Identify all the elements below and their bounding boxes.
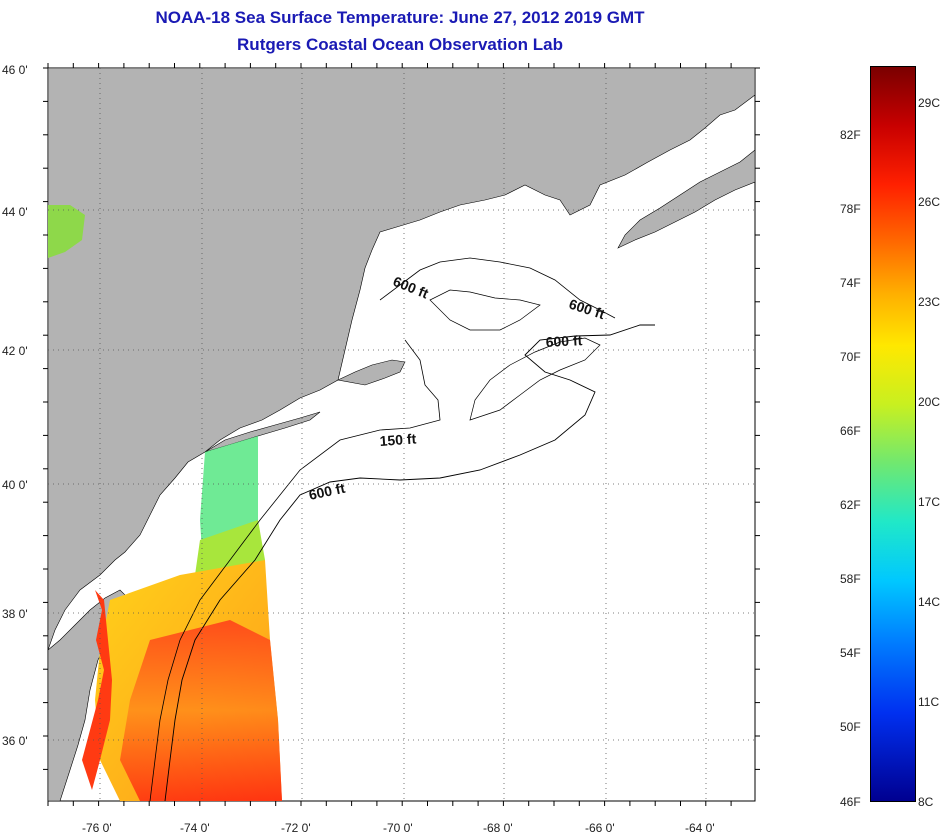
lon-label: -68 0' bbox=[483, 821, 513, 835]
lat-label: 46 0' bbox=[2, 63, 28, 77]
land-mass bbox=[48, 68, 755, 651]
lon-label: -70 0' bbox=[383, 821, 413, 835]
lon-label: -66 0' bbox=[585, 821, 615, 835]
colorbar-c-label: 14C bbox=[918, 595, 941, 609]
temperature-colorbar bbox=[870, 66, 916, 802]
lon-label: -72 0' bbox=[281, 821, 311, 835]
colorbar-f-label: 74F bbox=[840, 276, 861, 290]
colorbar-c-label: 26C bbox=[918, 195, 941, 209]
colorbar-f-label: 66F bbox=[840, 424, 861, 438]
colorbar-c-label: 17C bbox=[918, 495, 941, 509]
colorbar-f-label: 46F bbox=[840, 795, 861, 809]
colorbar-f-label: 50F bbox=[840, 720, 861, 734]
contour-label: 600 ft bbox=[307, 480, 346, 503]
map-title: NOAA-18 Sea Surface Temperature: June 27… bbox=[155, 8, 645, 27]
lon-labels: -76 0' -74 0' -72 0' -70 0' -68 0' -66 0… bbox=[82, 821, 715, 835]
colorbar-f-label: 78F bbox=[840, 202, 861, 216]
colorbar-f-label: 54F bbox=[840, 646, 861, 660]
lon-label: -74 0' bbox=[180, 821, 210, 835]
grid-lines bbox=[48, 68, 755, 801]
colorbar-f-label: 70F bbox=[840, 350, 861, 364]
sst-patch-lake bbox=[48, 205, 85, 258]
lon-label: -76 0' bbox=[82, 821, 112, 835]
sst-hot-region bbox=[120, 620, 282, 801]
colorbar-f-label: 58F bbox=[840, 572, 861, 586]
colorbar-f-label: 62F bbox=[840, 498, 861, 512]
colorbar-c-label: 8C bbox=[918, 795, 934, 809]
contour-gulf-inner bbox=[429, 289, 541, 331]
colorbar-c-label: 23C bbox=[918, 295, 941, 309]
land-cape-cod bbox=[337, 359, 406, 386]
axis-ticks bbox=[43, 63, 760, 806]
lat-label: 38 0' bbox=[2, 607, 28, 621]
lon-label: -64 0' bbox=[685, 821, 715, 835]
contour-label: 150 ft bbox=[379, 430, 417, 449]
colorbar-f-label: 82F bbox=[840, 128, 861, 142]
contour-600ft-shelf bbox=[164, 324, 655, 801]
colorbar-c-label: 29C bbox=[918, 96, 941, 110]
sst-chesapeake bbox=[82, 590, 112, 790]
colorbar-c-label: 20C bbox=[918, 395, 941, 409]
contour-600ft-gulf bbox=[379, 257, 616, 319]
lat-label: 44 0' bbox=[2, 205, 28, 219]
colorbar-c-label: 11C bbox=[918, 695, 940, 709]
lat-labels: 46 0' 44 0' 42 0' 40 0' 38 0' 36 0' bbox=[2, 63, 28, 748]
lat-label: 42 0' bbox=[2, 344, 28, 358]
land-nova-scotia bbox=[617, 149, 755, 249]
lat-label: 40 0' bbox=[2, 478, 28, 492]
map-subtitle: Rutgers Coastal Ocean Observation Lab bbox=[237, 35, 563, 54]
contour-150ft bbox=[149, 339, 441, 801]
lat-label: 36 0' bbox=[2, 734, 28, 748]
contour-georges bbox=[469, 337, 601, 421]
contour-label: 600 ft bbox=[545, 332, 583, 350]
